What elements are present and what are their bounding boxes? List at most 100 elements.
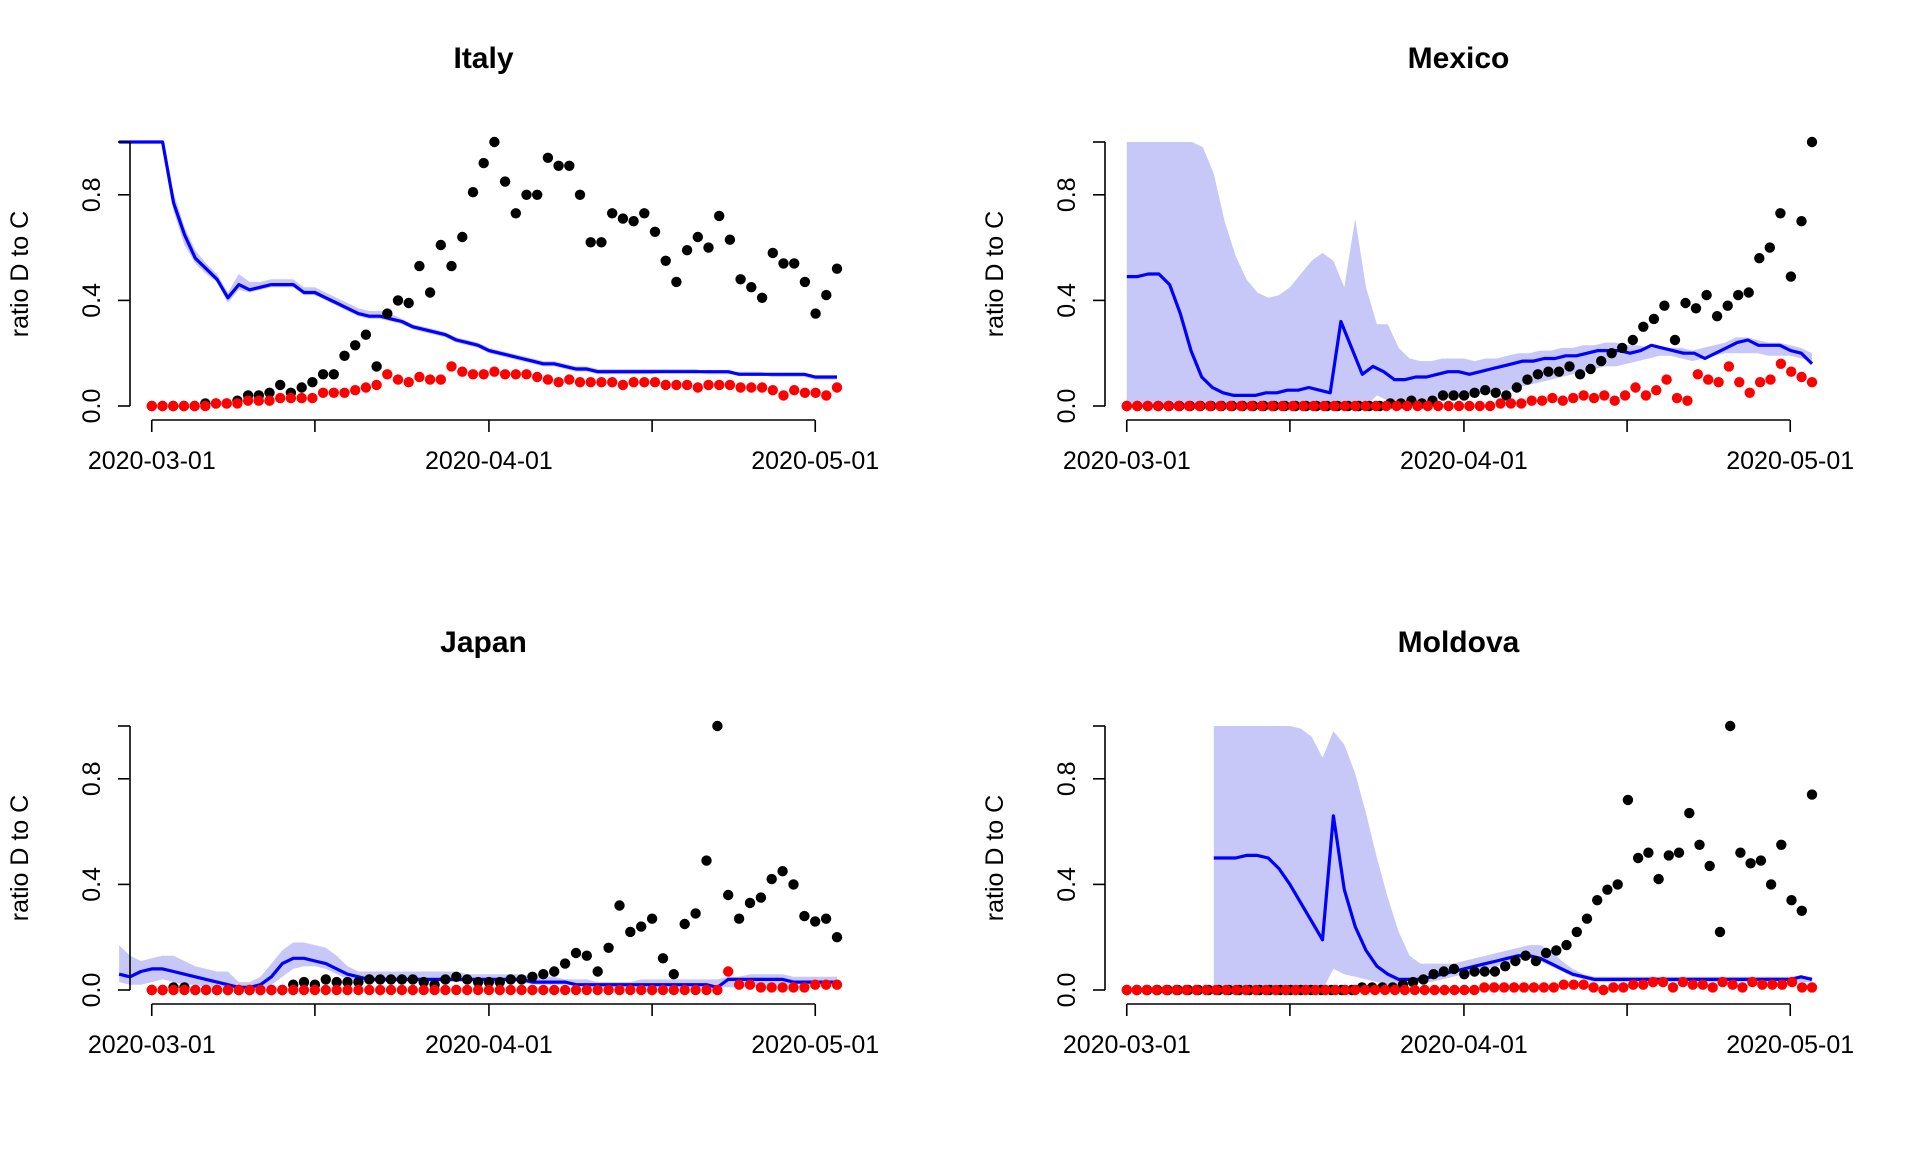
red-data-point: [223, 985, 233, 995]
red-data-point: [725, 380, 735, 390]
red-data-point: [408, 985, 418, 995]
black-data-point: [1797, 906, 1807, 916]
red-data-point: [244, 985, 254, 995]
black-data-point: [489, 137, 499, 147]
red-data-point: [1807, 377, 1817, 387]
black-data-point: [703, 242, 713, 252]
red-data-point: [560, 985, 570, 995]
black-data-point: [436, 240, 446, 250]
red-data-point: [500, 369, 510, 379]
black-data-point: [1520, 951, 1530, 961]
red-data-point: [1400, 985, 1410, 995]
black-data-point: [1617, 343, 1627, 353]
red-data-point: [382, 369, 392, 379]
red-data-point: [1191, 985, 1201, 995]
red-data-point: [288, 985, 298, 995]
red-data-point: [789, 385, 799, 395]
red-data-point: [701, 985, 711, 995]
red-data-point: [1439, 985, 1449, 995]
red-data-point: [1420, 985, 1430, 995]
red-data-point: [1141, 985, 1151, 995]
black-data-point: [1613, 879, 1623, 889]
red-data-point: [425, 374, 435, 384]
black-data-point: [650, 227, 660, 237]
black-data-point: [1623, 795, 1633, 805]
red-data-point: [1194, 401, 1204, 411]
red-data-point: [1360, 985, 1370, 995]
black-data-point: [307, 377, 317, 387]
black-data-point: [1701, 290, 1711, 300]
red-data-point: [1181, 985, 1191, 995]
black-data-point: [1765, 242, 1775, 252]
black-data-point: [767, 874, 777, 884]
red-data-point: [484, 985, 494, 995]
red-data-point: [1231, 985, 1241, 995]
red-data-point: [451, 985, 461, 995]
red-data-point: [1598, 985, 1608, 995]
x-tick-label: 2020-03-01: [1063, 1031, 1191, 1059]
red-data-point: [1509, 982, 1519, 992]
red-data-point: [429, 985, 439, 995]
black-data-point: [1480, 385, 1490, 395]
red-data-point: [543, 374, 553, 384]
red-data-point: [404, 377, 414, 387]
chart-panel-italy: Italyratio D to C0.00.40.82020-03-01 2020…: [6, 42, 879, 475]
red-data-point: [468, 369, 478, 379]
black-data-point: [375, 974, 385, 984]
black-data-point: [1572, 927, 1582, 937]
black-data-point: [789, 258, 799, 268]
red-data-point: [1529, 982, 1539, 992]
black-data-point: [575, 190, 585, 200]
confidence-band: [1214, 726, 1812, 990]
red-data-point: [575, 377, 585, 387]
black-data-point: [735, 274, 745, 284]
black-data-point: [446, 261, 456, 271]
red-data-point: [538, 985, 548, 995]
red-data-point: [361, 382, 371, 392]
black-data-point: [440, 974, 450, 984]
red-data-point: [734, 980, 744, 990]
red-data-point: [1423, 401, 1433, 411]
red-data-point: [1475, 401, 1485, 411]
y-tick-label: 0.0: [78, 973, 106, 1008]
red-data-point: [1350, 401, 1360, 411]
chart-title: Japan: [440, 626, 527, 659]
red-data-point: [364, 985, 374, 995]
black-data-point: [746, 282, 756, 292]
red-data-point: [1443, 401, 1453, 411]
red-data-point: [1568, 393, 1578, 403]
red-data-point: [414, 372, 424, 382]
red-data-point: [264, 396, 274, 406]
red-data-point: [419, 985, 429, 995]
y-tick-label: 0.8: [78, 177, 106, 212]
black-data-point: [1459, 390, 1469, 400]
red-data-point: [799, 982, 809, 992]
black-data-point: [682, 245, 692, 255]
red-data-point: [1132, 401, 1142, 411]
red-data-point: [1257, 401, 1267, 411]
black-data-point: [1628, 335, 1638, 345]
black-data-point: [408, 974, 418, 984]
red-data-point: [1205, 401, 1215, 411]
red-data-point: [1329, 401, 1339, 411]
red-data-point: [1429, 985, 1439, 995]
black-data-point: [329, 369, 339, 379]
red-data-point: [386, 985, 396, 995]
black-data-point: [725, 235, 735, 245]
black-data-point: [382, 308, 392, 318]
black-data-point: [1638, 322, 1648, 332]
red-data-point: [1745, 388, 1755, 398]
red-data-point: [1246, 401, 1256, 411]
red-data-point: [495, 985, 505, 995]
black-data-point: [1643, 848, 1653, 858]
red-data-point: [1381, 401, 1391, 411]
red-data-point: [1672, 393, 1682, 403]
black-data-point: [658, 953, 668, 963]
red-data-point: [745, 980, 755, 990]
black-data-point: [1564, 361, 1574, 371]
red-data-point: [462, 985, 472, 995]
black-data-point: [593, 966, 603, 976]
red-data-point: [1558, 396, 1568, 406]
black-data-point: [1705, 861, 1715, 871]
black-data-point: [1607, 348, 1617, 358]
